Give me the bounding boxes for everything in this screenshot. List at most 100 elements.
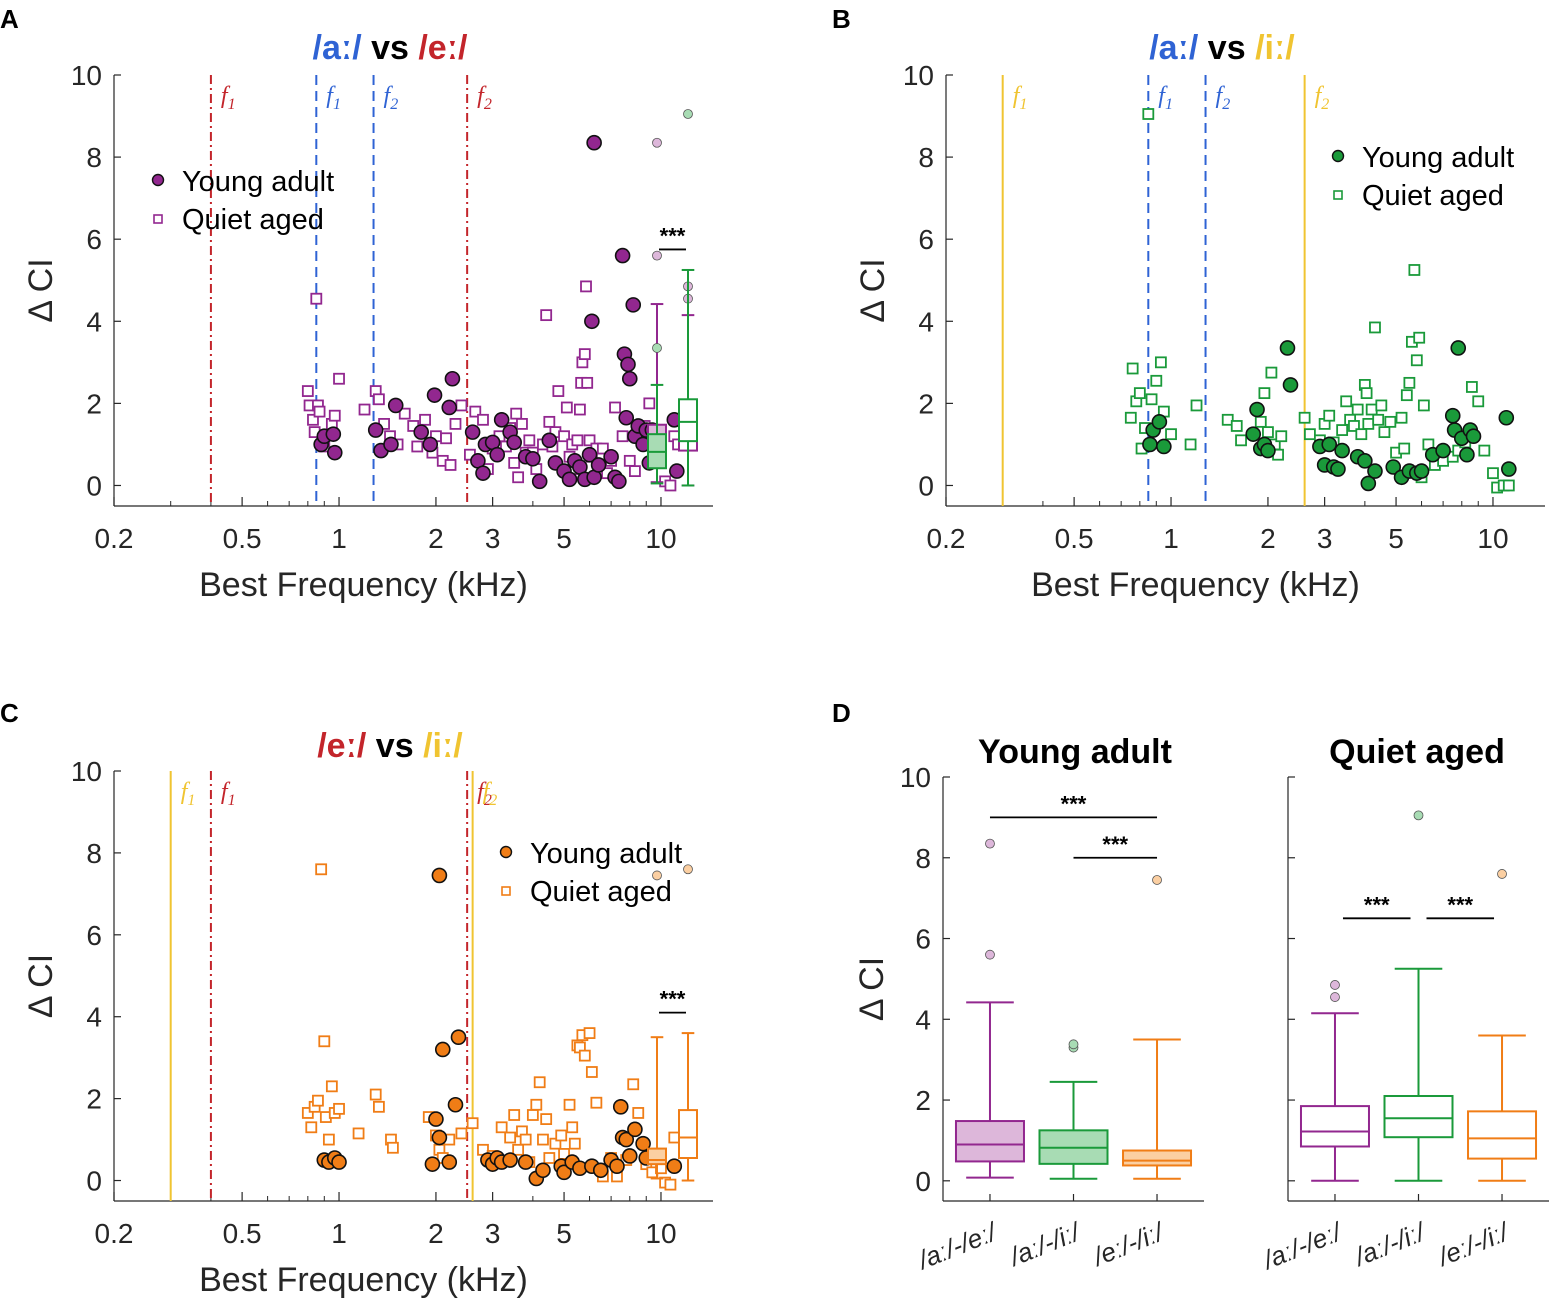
aged-point bbox=[352, 1127, 365, 1140]
aged-point bbox=[1413, 331, 1426, 344]
young-point bbox=[441, 1154, 458, 1170]
aged-point bbox=[333, 372, 345, 385]
y-axis-label: Δ CI bbox=[853, 957, 891, 1021]
formant-sub: 1 bbox=[1019, 96, 1027, 113]
y-tick-label: 4 bbox=[86, 306, 102, 337]
box-group-young: Young adult 0 2 4 6 8 10/aː/-/eː//aː/-/iː//eː/… bbox=[900, 733, 1204, 1276]
box-outlier bbox=[683, 864, 693, 875]
y-axis-label: Δ CI bbox=[22, 954, 60, 1018]
young-point bbox=[426, 387, 443, 403]
aged-point bbox=[419, 413, 431, 426]
aged-point bbox=[1265, 366, 1278, 379]
aged-point bbox=[455, 399, 468, 412]
x-tick-label: 10 bbox=[645, 1218, 676, 1249]
x-axis-label: Best Frequency (kHz) bbox=[1031, 566, 1360, 604]
young-point bbox=[561, 471, 578, 488]
aged-point bbox=[508, 1109, 521, 1121]
aged-point bbox=[1400, 389, 1413, 402]
aged-point bbox=[609, 401, 621, 414]
aged-point bbox=[469, 405, 482, 418]
formant-label: f2 bbox=[1315, 83, 1330, 113]
aged-point bbox=[540, 1113, 553, 1125]
young-point bbox=[493, 411, 510, 428]
box-iqr bbox=[647, 1147, 667, 1166]
aged-point bbox=[510, 407, 523, 420]
young-point bbox=[609, 1158, 625, 1174]
legend-aged-label: Quiet aged bbox=[1362, 180, 1504, 212]
panel-letter: C bbox=[0, 698, 19, 728]
formant-label: f2 bbox=[384, 83, 399, 113]
aged-point bbox=[560, 401, 573, 414]
aged-point bbox=[523, 434, 536, 447]
aged-point bbox=[568, 1137, 581, 1150]
formant-letter: f bbox=[1216, 83, 1226, 109]
box-green bbox=[1038, 1039, 1109, 1180]
aged-point bbox=[455, 1127, 468, 1140]
formant-sub: 2 bbox=[489, 792, 497, 809]
young-point bbox=[422, 436, 439, 453]
aged-point bbox=[301, 1107, 314, 1119]
aged-point bbox=[1384, 415, 1397, 428]
legend-aged-label: Quiet aged bbox=[530, 876, 672, 908]
aged-point bbox=[495, 1121, 508, 1134]
formant-label: f1 bbox=[181, 779, 196, 809]
formant-label: f1 bbox=[1158, 83, 1173, 113]
formant-letter: f bbox=[477, 779, 487, 805]
aged-point bbox=[627, 1078, 640, 1091]
x-tick-label: 3 bbox=[485, 1218, 501, 1249]
young-point bbox=[413, 424, 430, 440]
aged-point bbox=[629, 465, 641, 478]
aged-point bbox=[1145, 393, 1158, 406]
aged-point bbox=[1395, 411, 1408, 424]
x-tick-label: 2 bbox=[1260, 523, 1276, 554]
aged-point bbox=[318, 1035, 331, 1048]
aged-point bbox=[1410, 354, 1423, 367]
x-tick-label: 3 bbox=[1317, 523, 1333, 554]
young-point bbox=[621, 370, 638, 387]
y-tick-label: 2 bbox=[86, 1084, 102, 1115]
aged-point bbox=[1298, 411, 1311, 424]
formant-label: f1 bbox=[221, 779, 236, 809]
box-green bbox=[1383, 810, 1454, 1182]
x-axis-label: Best Frequency (kHz) bbox=[199, 1261, 528, 1299]
aged-point bbox=[444, 459, 457, 471]
formant-sub: 2 bbox=[1321, 96, 1329, 113]
aged-point bbox=[578, 348, 591, 361]
aged-point bbox=[477, 413, 489, 426]
box-outlier bbox=[1497, 869, 1507, 879]
young-point bbox=[326, 444, 343, 461]
young-point bbox=[447, 1096, 464, 1113]
aged-point bbox=[512, 471, 525, 484]
y-axis-label: Δ CI bbox=[854, 258, 892, 322]
aged-point bbox=[325, 1080, 338, 1093]
aged-point bbox=[552, 385, 565, 397]
young-point bbox=[1151, 414, 1168, 430]
young-point bbox=[614, 247, 631, 264]
box-orange bbox=[1467, 869, 1538, 1182]
young-point bbox=[531, 473, 548, 490]
y-tick-label: 4 bbox=[86, 1002, 102, 1033]
panel-c: C/eː/ vs /iː/0 2 4 6 8 10 0.2 0.5 1 2 3 5 10 Best Fre… bbox=[0, 698, 713, 1299]
young-point bbox=[367, 422, 384, 438]
legend-young-label: Young adult bbox=[530, 838, 682, 870]
panel-title: /aː/ vs /eː/ bbox=[313, 29, 469, 67]
box-young bbox=[647, 870, 667, 1180]
aged-point bbox=[315, 863, 328, 876]
y-tick-label: 10 bbox=[71, 60, 102, 91]
young-point bbox=[434, 1041, 451, 1058]
young-point bbox=[517, 1154, 534, 1170]
legend: Young adult Quiet aged bbox=[499, 838, 682, 908]
box-young bbox=[647, 343, 667, 485]
formant-sub: 2 bbox=[1222, 96, 1230, 113]
aged-point bbox=[1124, 411, 1137, 424]
aged-point bbox=[623, 454, 636, 467]
aged-point bbox=[1340, 395, 1353, 408]
aged-point bbox=[386, 1141, 399, 1154]
young-point bbox=[1245, 426, 1262, 442]
young-point bbox=[635, 1135, 651, 1152]
group-title: Young adult bbox=[978, 733, 1172, 771]
x-tick-label: 5 bbox=[556, 1218, 572, 1249]
aged-point bbox=[1133, 387, 1146, 400]
aged-point bbox=[519, 1133, 532, 1146]
aged-point bbox=[664, 1178, 677, 1191]
